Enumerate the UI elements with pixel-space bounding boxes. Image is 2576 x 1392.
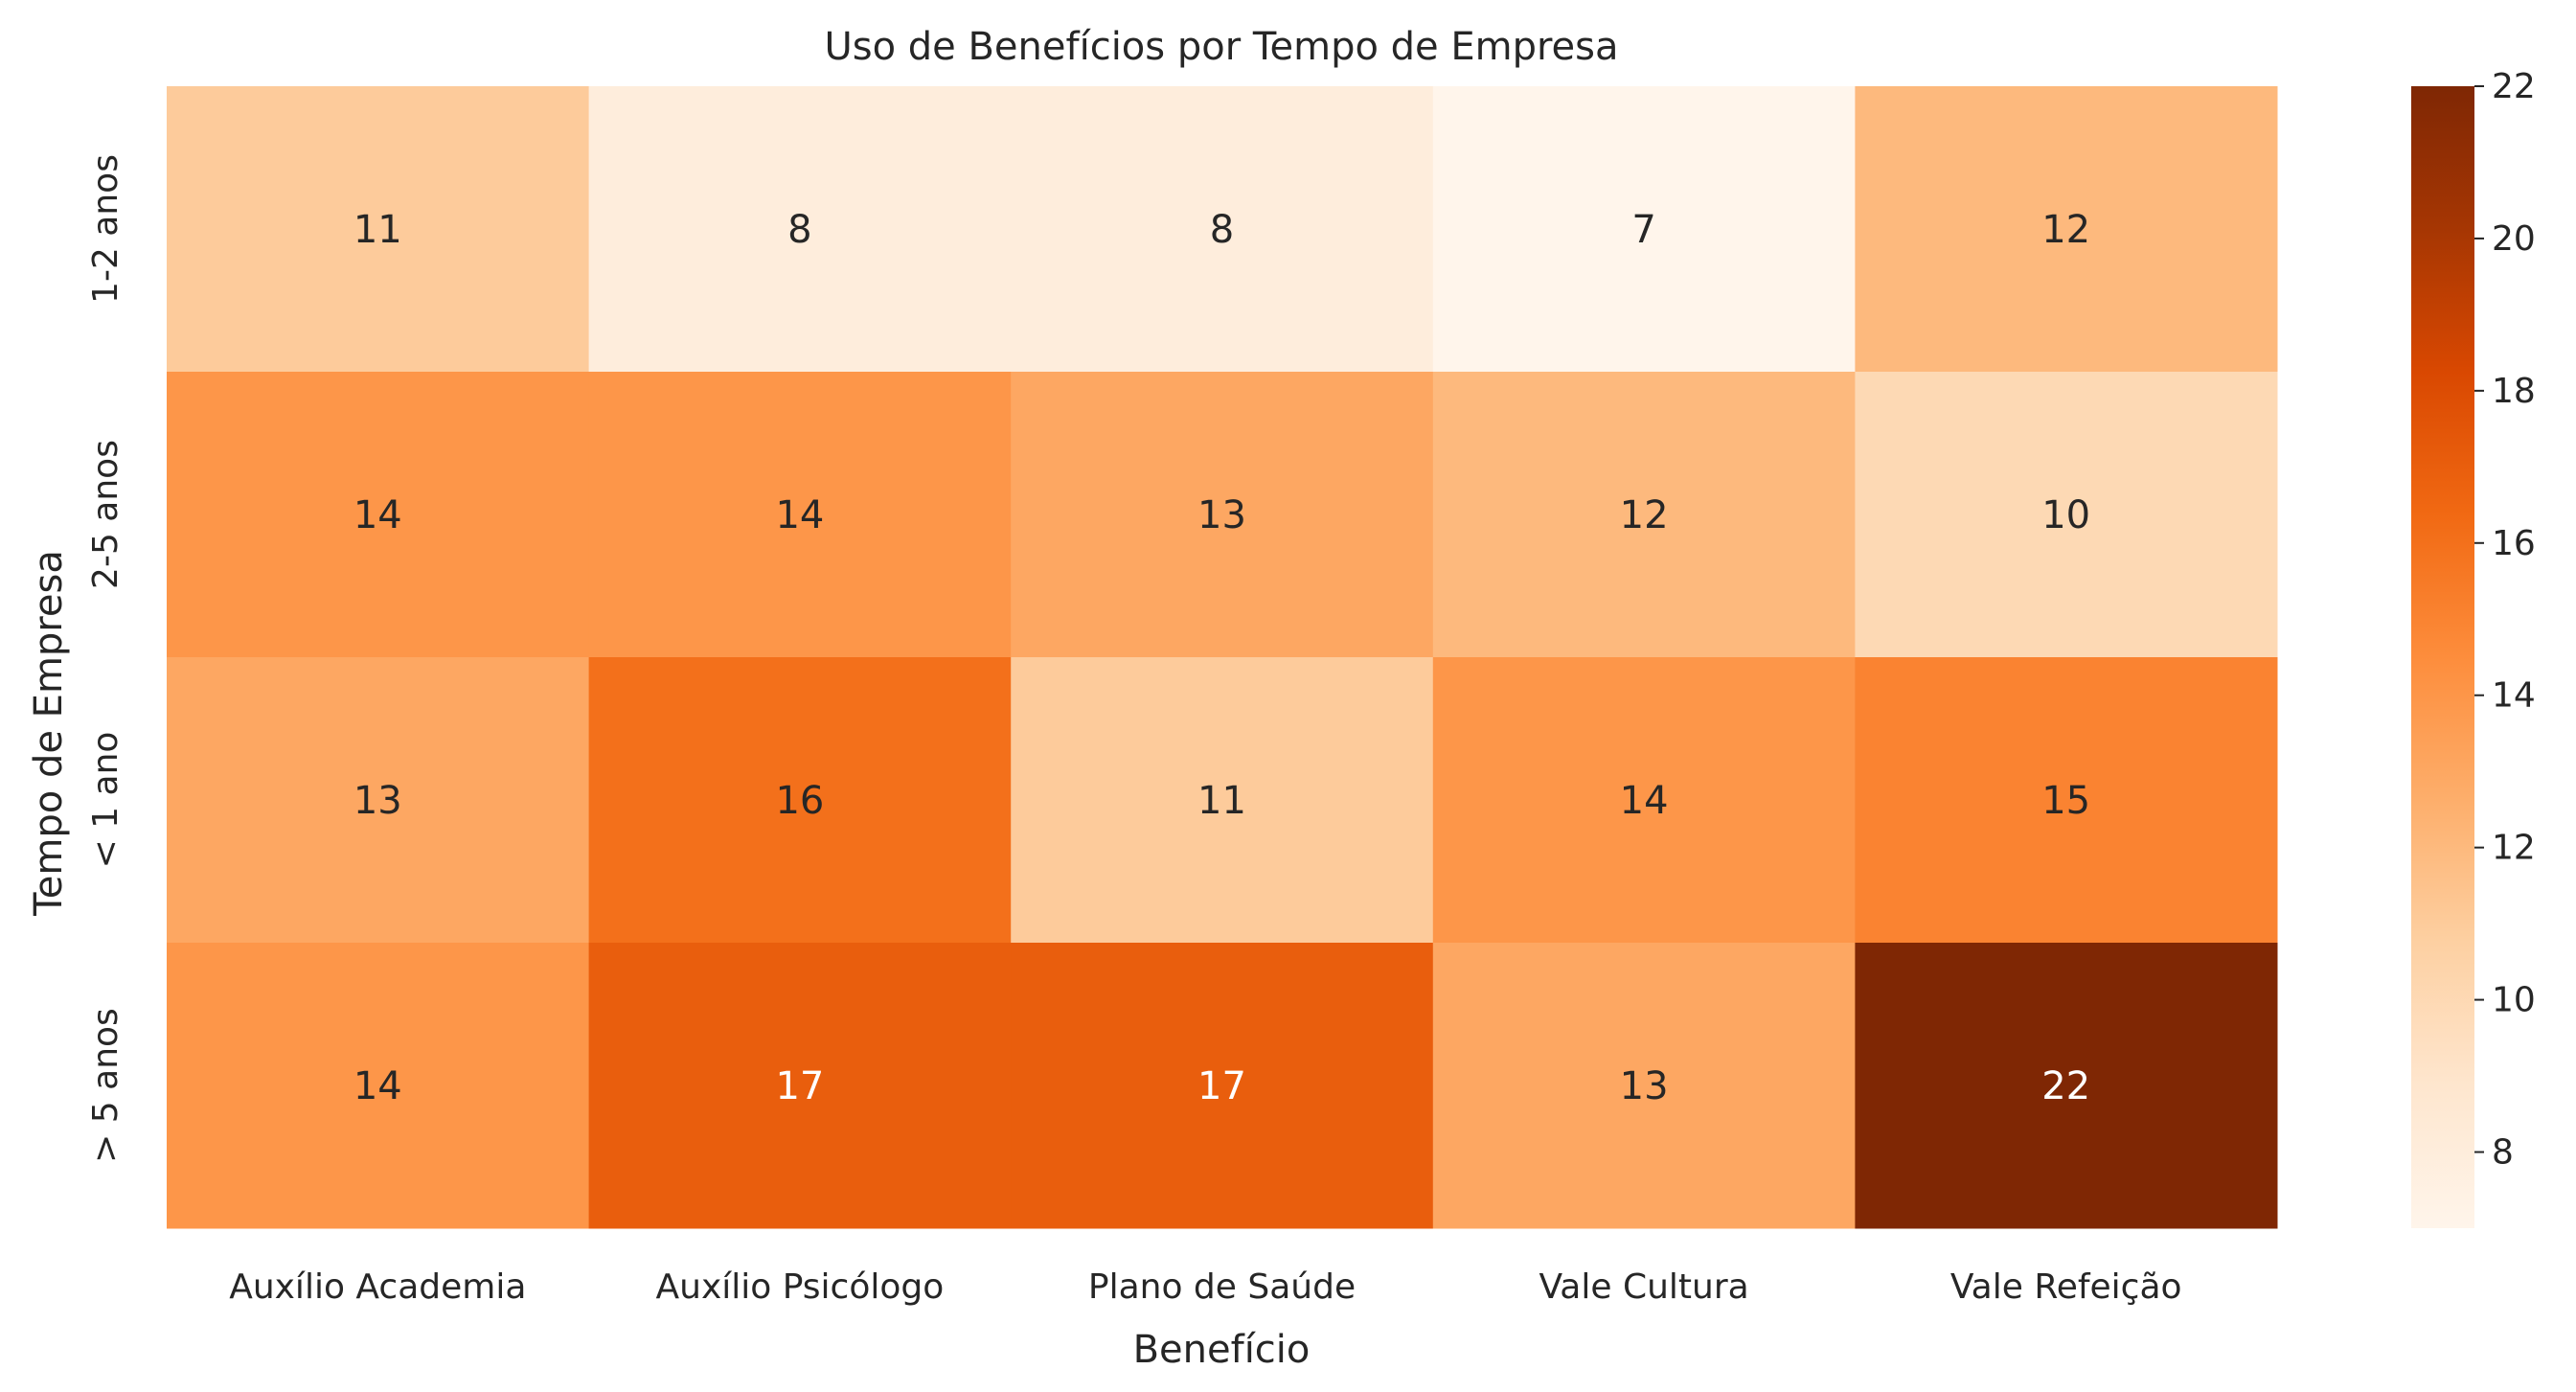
cell-value-label: 13 [353, 779, 402, 823]
cell-value-label: 12 [1620, 493, 1669, 537]
cell-value-label: 14 [353, 493, 402, 537]
heatmap-cell [588, 86, 1012, 373]
x-tick-label: Vale Refeição [1950, 1267, 2182, 1307]
heatmap-cell [167, 372, 590, 658]
colorbar-tick-label: 18 [2492, 372, 2536, 411]
cell-value-label: 14 [353, 1064, 402, 1108]
heatmap-cell [1011, 86, 1434, 373]
x-tick-label: Vale Cultura [1539, 1267, 1748, 1307]
y-tick-label: > 5 anos [86, 1008, 125, 1163]
colorbar-tick-label: 8 [2492, 1133, 2514, 1173]
chart-title: Uso de Benefícios por Tempo de Empresa [824, 25, 1618, 69]
heatmap-cell [588, 943, 1012, 1229]
cell-value-label: 14 [1620, 779, 1669, 823]
cell-value-label: 14 [775, 493, 824, 537]
cell-value-label: 13 [1197, 493, 1246, 537]
y-tick-label: 1-2 anos [86, 154, 125, 304]
heatmap-cell [1011, 943, 1434, 1229]
heatmap-cell [167, 943, 590, 1229]
colorbar-tick-label: 12 [2492, 829, 2536, 868]
cell-value-label: 22 [2041, 1064, 2090, 1108]
x-tick-labels: Auxílio Academia Auxílio Psicólogo Plano d… [229, 1267, 2181, 1307]
colorbar-gradient [2411, 86, 2474, 1228]
x-tick-label: Auxílio Psicólogo [656, 1267, 945, 1307]
heatmap-cell [1432, 943, 1856, 1229]
cell-value-label: 11 [1197, 779, 1246, 823]
x-tick-label: Plano de Saúde [1088, 1267, 1356, 1307]
heatmap-cell [1855, 86, 2278, 373]
colorbar-tick-label: 10 [2492, 981, 2536, 1020]
colorbar-tick-label: 16 [2492, 524, 2536, 563]
heatmap-cell [1855, 372, 2278, 658]
y-tick-label: < 1 ano [86, 732, 125, 869]
heatmap-cell [1011, 657, 1434, 944]
x-tick-label: Auxílio Academia [229, 1267, 526, 1307]
x-axis-label: Benefício [1133, 1328, 1311, 1372]
cell-value-label: 16 [775, 779, 824, 823]
cell-value-label: 12 [2041, 208, 2090, 252]
heatmap-cell [167, 86, 590, 373]
cell-value-label: 10 [2041, 493, 2090, 537]
y-axis-label: Tempo de Empresa [27, 550, 71, 917]
heatmap-cell [1011, 372, 1434, 658]
colorbar-tick-label: 22 [2492, 67, 2536, 106]
y-tick-label: 2-5 anos [86, 440, 125, 589]
heatmap-cell [167, 657, 590, 944]
cell-value-label: 11 [353, 208, 402, 252]
cell-value-label: 15 [2041, 779, 2090, 823]
cell-value-label: 13 [1620, 1064, 1669, 1108]
heatmap-cell [588, 657, 1012, 944]
colorbar-tick-label: 14 [2492, 676, 2536, 716]
cell-value-label: 17 [775, 1064, 824, 1108]
cell-value-label: 8 [1210, 208, 1234, 252]
colorbar: 8 10 12 14 16 18 20 22 [2411, 67, 2536, 1228]
cell-value-label: 17 [1197, 1064, 1246, 1108]
colorbar-tick-label: 20 [2492, 219, 2536, 259]
heatmap-cell [1432, 86, 1856, 373]
y-tick-labels: 1-2 anos 2-5 anos < 1 ano > 5 anos [86, 154, 125, 1163]
heatmap-cell [1855, 943, 2278, 1229]
cell-value-label: 7 [1631, 208, 1655, 252]
heatmap-cell [1432, 657, 1856, 944]
heatmap-cell [1432, 372, 1856, 658]
cell-value-label: 8 [787, 208, 811, 252]
heatmap-cell [1855, 657, 2278, 944]
heatmap-cells: 11 8 8 7 12 14 14 13 12 10 13 16 11 14 15 14 17 17 13 22 [167, 86, 2278, 1229]
heatmap-cell [588, 372, 1012, 658]
